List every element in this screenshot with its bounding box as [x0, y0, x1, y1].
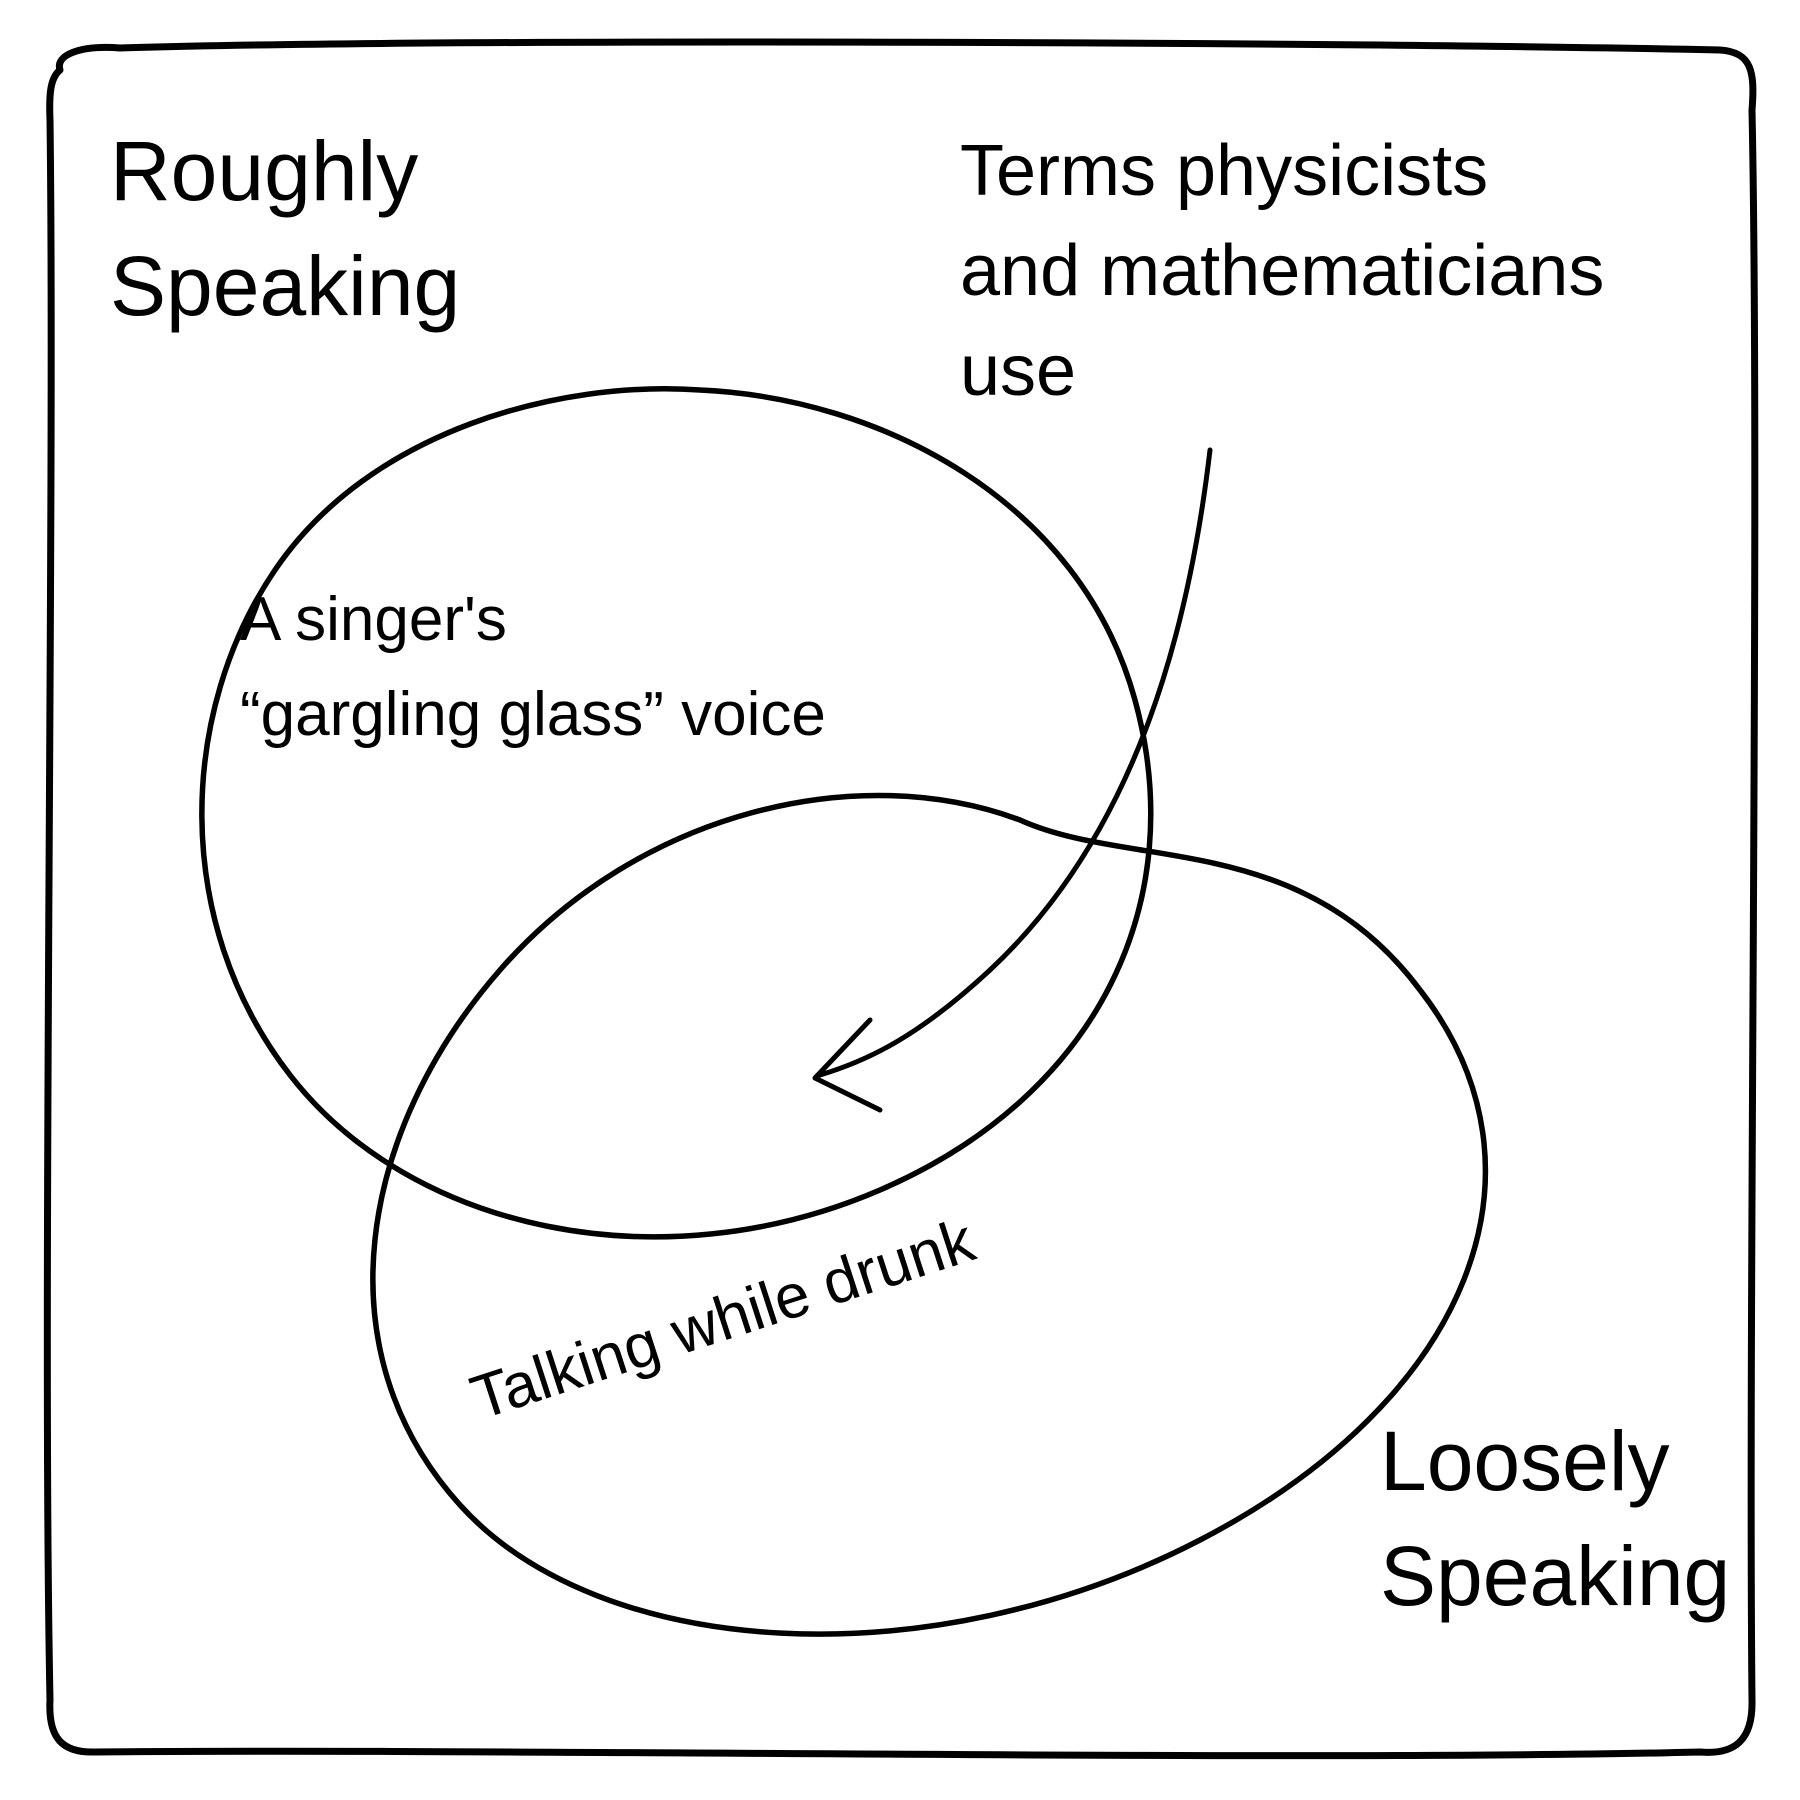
- label-terms-physicists-line: Terms physicists: [960, 131, 1488, 211]
- label-roughly-speaking-line: Roughly: [110, 124, 418, 218]
- label-loosely-speaking-line: Loosely: [1380, 1414, 1670, 1508]
- label-terms-physicists-line: and mathematicians: [960, 231, 1604, 311]
- label-loosely-speaking-line: Speaking: [1380, 1529, 1730, 1623]
- label-singers-voice-line: A singer's: [240, 585, 507, 654]
- label-terms-physicists-line: use: [960, 331, 1076, 411]
- label-roughly-speaking-line: Speaking: [110, 239, 460, 333]
- label-singers-voice-line: “gargling glass” voice: [240, 680, 826, 749]
